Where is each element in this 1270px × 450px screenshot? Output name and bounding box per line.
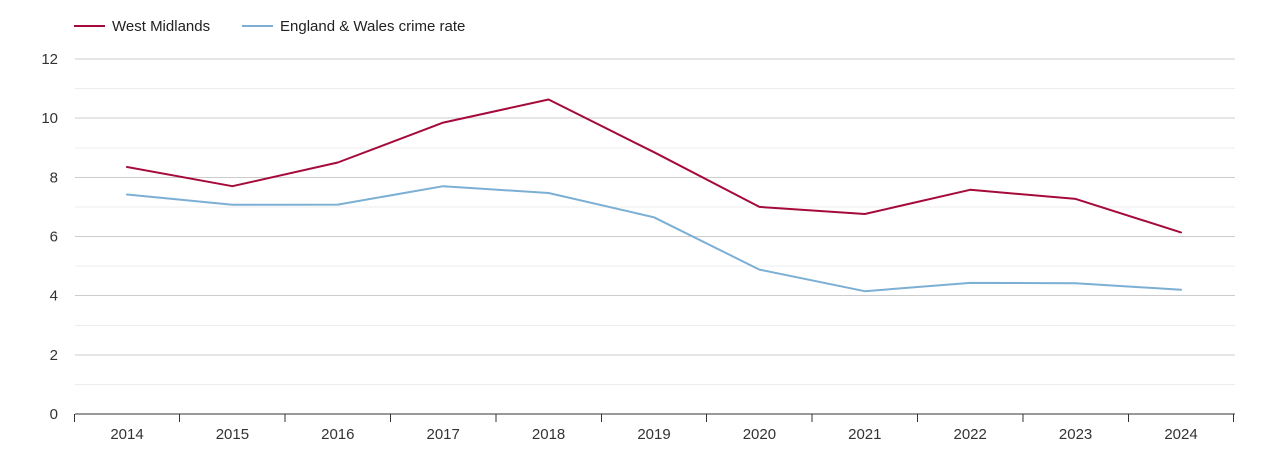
y-tick-label: 12: [41, 51, 58, 68]
y-tick-label: 8: [50, 169, 58, 186]
x-tick-label: 2014: [110, 426, 143, 443]
x-tick-label: 2018: [532, 426, 565, 443]
series-line: [126, 185, 1182, 293]
x-tick-label: 2017: [427, 426, 460, 443]
legend-item: England & Wales crime rate: [242, 18, 465, 35]
legend-label: England & Wales crime rate: [280, 18, 465, 35]
y-axis: 0 2 4 6 8 10 12: [41, 51, 58, 423]
x-tick-label: 2022: [954, 426, 987, 443]
y-tick-label: 4: [50, 288, 58, 305]
x-tick-label: 2020: [743, 426, 776, 443]
y-tick-label: 10: [41, 110, 58, 127]
grid: [75, 58, 1235, 385]
series-line: [126, 98, 1182, 234]
x-tick-label: 2015: [216, 426, 249, 443]
legend-item: West Midlands: [74, 18, 210, 35]
x-tick-label: 2019: [637, 426, 670, 443]
x-tick-label: 2021: [848, 426, 881, 443]
y-tick-label: 0: [50, 406, 58, 423]
series-layer: [126, 98, 1182, 293]
legend: West Midlands England & Wales crime rate: [74, 18, 465, 35]
y-tick-label: 2: [50, 347, 58, 364]
y-tick-label: 6: [50, 229, 58, 246]
legend-label: West Midlands: [112, 18, 210, 35]
x-tick-label: 2024: [1164, 426, 1197, 443]
x-tick-label: 2016: [321, 426, 354, 443]
x-tick-label: 2023: [1059, 426, 1092, 443]
x-axis: 2014 2015 2016 2017 2018 2019 2020 2021 2022 2023…: [73, 413, 1235, 443]
